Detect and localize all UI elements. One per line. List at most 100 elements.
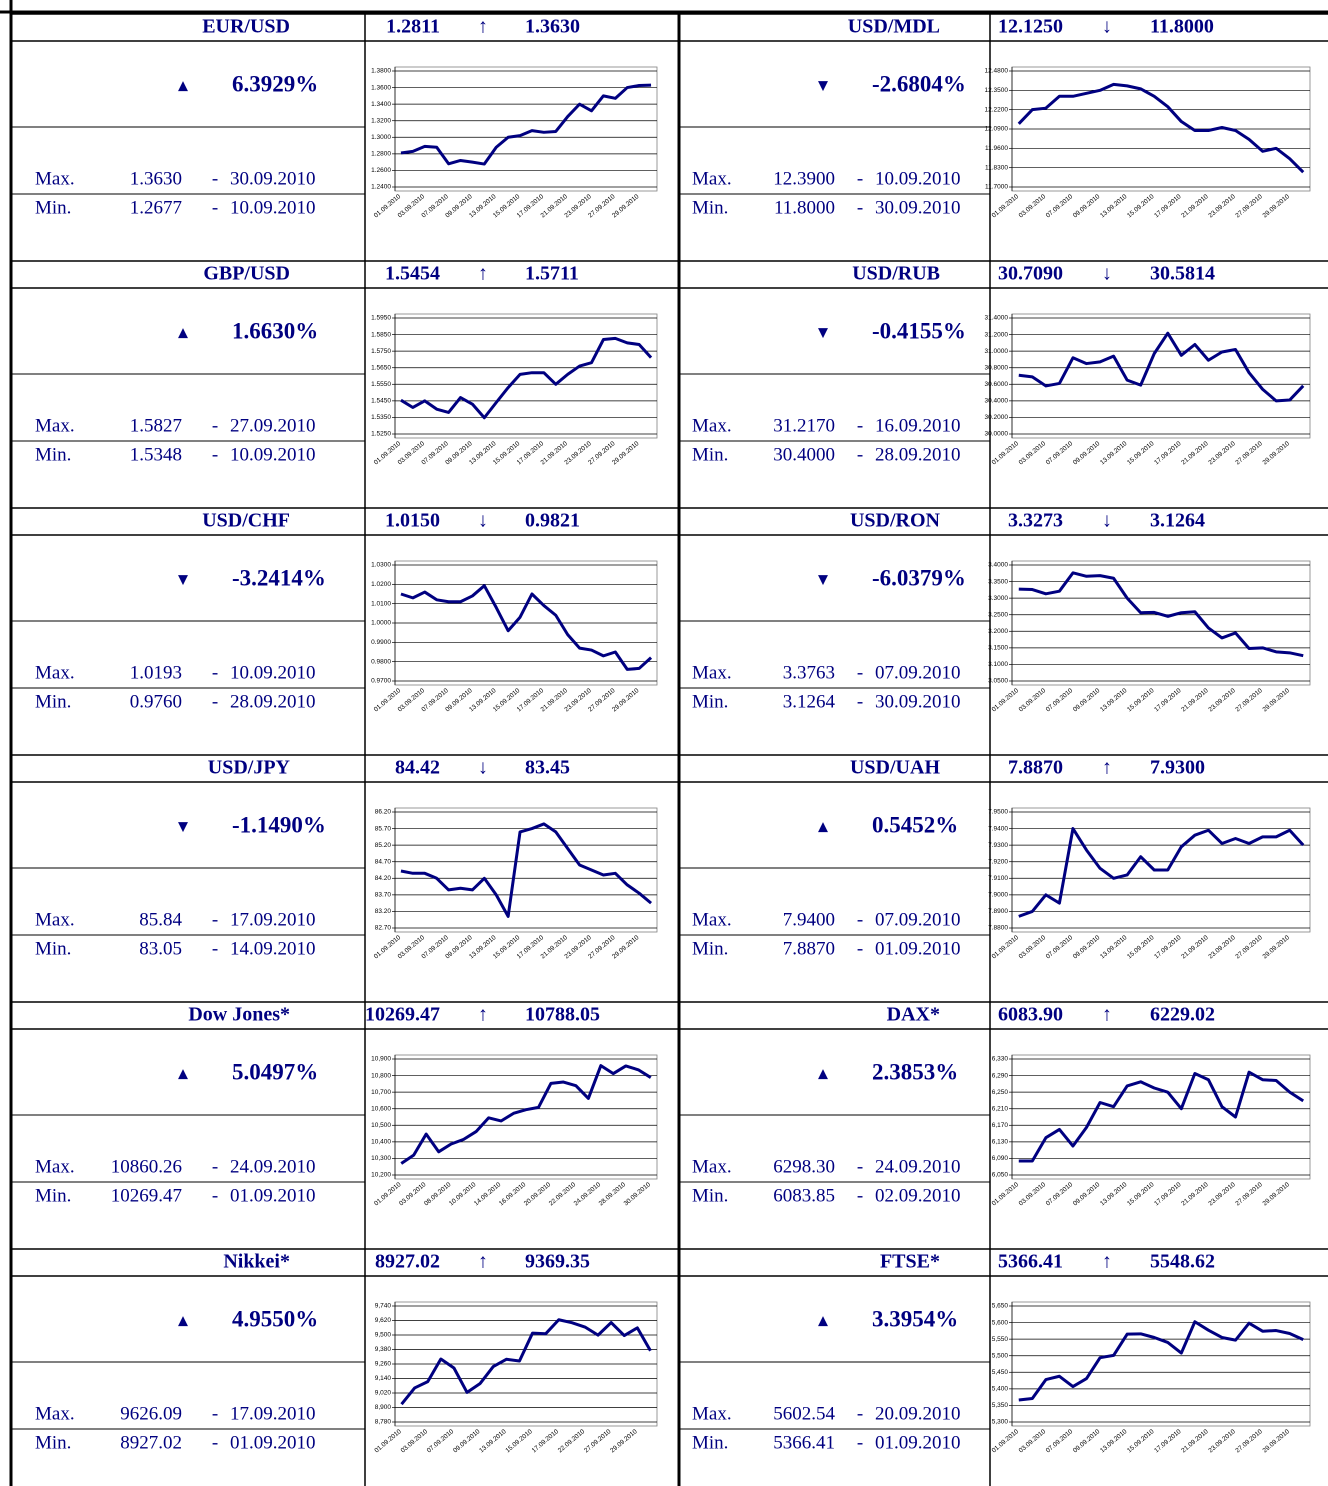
min-label: Min. bbox=[692, 444, 728, 465]
pair-name: USD/RUB bbox=[852, 263, 940, 285]
plot-frame bbox=[1011, 1301, 1311, 1427]
max-value: 1.5827 bbox=[130, 415, 182, 436]
max-date: 07.09.2010 bbox=[875, 909, 961, 930]
min-date: 01.09.2010 bbox=[230, 1185, 316, 1206]
min-label: Min. bbox=[35, 691, 71, 712]
y-tick-label: 31.2000 bbox=[985, 331, 1009, 338]
pair-name: EUR/USD bbox=[202, 16, 290, 38]
y-tick-label: 1.2600 bbox=[371, 167, 391, 174]
direction-arrow: ↑ bbox=[478, 1004, 488, 1026]
open-rate: 10269.47 bbox=[365, 1004, 440, 1026]
y-tick-label: 10,900 bbox=[371, 1056, 391, 1063]
min-value: 1.2677 bbox=[130, 197, 182, 218]
open-rate: 7.8870 bbox=[1008, 757, 1063, 779]
plot-frame bbox=[394, 313, 658, 439]
min-dash: - bbox=[212, 691, 218, 712]
max-value: 7.9400 bbox=[783, 909, 835, 930]
min-value: 8927.02 bbox=[120, 1432, 182, 1453]
price-line bbox=[1017, 82, 1305, 174]
change-percent: -6.0379% bbox=[872, 565, 966, 590]
price-line bbox=[400, 336, 653, 420]
max-label: Max. bbox=[35, 1156, 75, 1177]
max-value: 1.0193 bbox=[130, 662, 182, 683]
direction-arrow: ↑ bbox=[478, 16, 488, 38]
max-value: 31.2170 bbox=[773, 415, 835, 436]
min-label: Min. bbox=[35, 1185, 71, 1206]
price-line bbox=[400, 83, 652, 166]
price-line bbox=[1018, 331, 1305, 403]
open-rate: 1.2811 bbox=[386, 16, 440, 38]
y-tick-label: 12.4800 bbox=[985, 68, 1009, 75]
y-tick-label: 12.2200 bbox=[985, 106, 1009, 113]
price-line bbox=[1018, 1070, 1305, 1163]
y-tick-label: 12.0900 bbox=[985, 126, 1009, 133]
change-percent: 0.5452% bbox=[872, 812, 958, 837]
panel: Dow Jones* 10269.47 ↑ 10788.05 ▲ 5.0497% Max. 1… bbox=[11, 1001, 679, 1249]
y-tick-label: 1.2400 bbox=[371, 184, 391, 191]
close-rate: 30.5814 bbox=[1150, 263, 1215, 285]
max-date: 24.09.2010 bbox=[230, 1156, 316, 1177]
min-label: Min. bbox=[35, 444, 71, 465]
min-dash: - bbox=[212, 444, 218, 465]
max-date: 07.09.2010 bbox=[875, 662, 961, 683]
min-date: 01.09.2010 bbox=[875, 1432, 961, 1453]
max-value: 6298.30 bbox=[773, 1156, 835, 1177]
y-tick-label: 9,260 bbox=[375, 1361, 392, 1368]
min-label: Min. bbox=[692, 197, 728, 218]
change-marker: ▲ bbox=[178, 1067, 188, 1082]
y-tick-label: 10,700 bbox=[371, 1089, 391, 1096]
y-tick-label: 6,210 bbox=[992, 1105, 1009, 1112]
y-tick-label: 6,050 bbox=[992, 1172, 1009, 1179]
y-tick-label: 11.8300 bbox=[985, 164, 1008, 171]
min-date: 10.09.2010 bbox=[230, 197, 316, 218]
y-tick-label: 7.8900 bbox=[988, 908, 1008, 915]
y-tick-label: 12.3500 bbox=[985, 87, 1009, 94]
y-tick-label: 3.1000 bbox=[988, 661, 1008, 668]
change-marker: ▲ bbox=[818, 1314, 828, 1329]
change-marker: ▲ bbox=[178, 1314, 188, 1329]
y-tick-label: 1.3600 bbox=[371, 84, 391, 91]
y-tick-label: 84.70 bbox=[375, 858, 392, 865]
price-line bbox=[400, 1064, 652, 1165]
change-marker: ▼ bbox=[818, 326, 828, 341]
y-tick-label: 5,500 bbox=[992, 1352, 1009, 1359]
min-value: 10269.47 bbox=[111, 1185, 182, 1206]
plot-frame bbox=[1011, 1054, 1311, 1180]
min-date: 28.09.2010 bbox=[230, 691, 316, 712]
max-value: 12.3900 bbox=[773, 168, 835, 189]
y-tick-label: 1.5750 bbox=[371, 348, 391, 355]
y-tick-label: 30.2000 bbox=[985, 414, 1009, 421]
change-marker: ▲ bbox=[178, 326, 188, 341]
max-date: 10.09.2010 bbox=[230, 662, 316, 683]
y-tick-label: 31.4000 bbox=[985, 315, 1009, 322]
y-tick-label: 0.9800 bbox=[371, 658, 391, 665]
y-tick-label: 1.5450 bbox=[371, 398, 391, 405]
close-rate: 7.9300 bbox=[1150, 757, 1205, 779]
max-date: 27.09.2010 bbox=[230, 415, 316, 436]
open-rate: 12.1250 bbox=[998, 16, 1063, 38]
max-dash: - bbox=[857, 662, 863, 683]
max-label: Max. bbox=[692, 168, 732, 189]
y-tick-label: 83.20 bbox=[375, 908, 392, 915]
y-tick-label: 30.0000 bbox=[985, 431, 1009, 438]
change-percent: -2.6804% bbox=[872, 71, 966, 96]
price-line bbox=[1018, 827, 1305, 918]
y-tick-label: 31.0000 bbox=[985, 348, 1009, 355]
max-dash: - bbox=[857, 1156, 863, 1177]
change-marker: ▲ bbox=[178, 79, 188, 94]
min-label: Min. bbox=[692, 938, 728, 959]
y-tick-label: 1.0000 bbox=[371, 620, 391, 627]
y-tick-label: 7.9200 bbox=[988, 858, 1008, 865]
direction-arrow: ↑ bbox=[478, 263, 488, 285]
min-dash: - bbox=[212, 197, 218, 218]
close-rate: 1.5711 bbox=[525, 263, 579, 285]
y-tick-label: 7.9100 bbox=[988, 875, 1008, 882]
max-label: Max. bbox=[35, 1403, 75, 1424]
y-tick-label: 1.5950 bbox=[371, 315, 391, 322]
y-tick-label: 3.3500 bbox=[988, 578, 1008, 585]
direction-arrow: ↑ bbox=[478, 1251, 488, 1273]
price-line bbox=[400, 584, 653, 671]
plot-frame bbox=[394, 1054, 658, 1180]
